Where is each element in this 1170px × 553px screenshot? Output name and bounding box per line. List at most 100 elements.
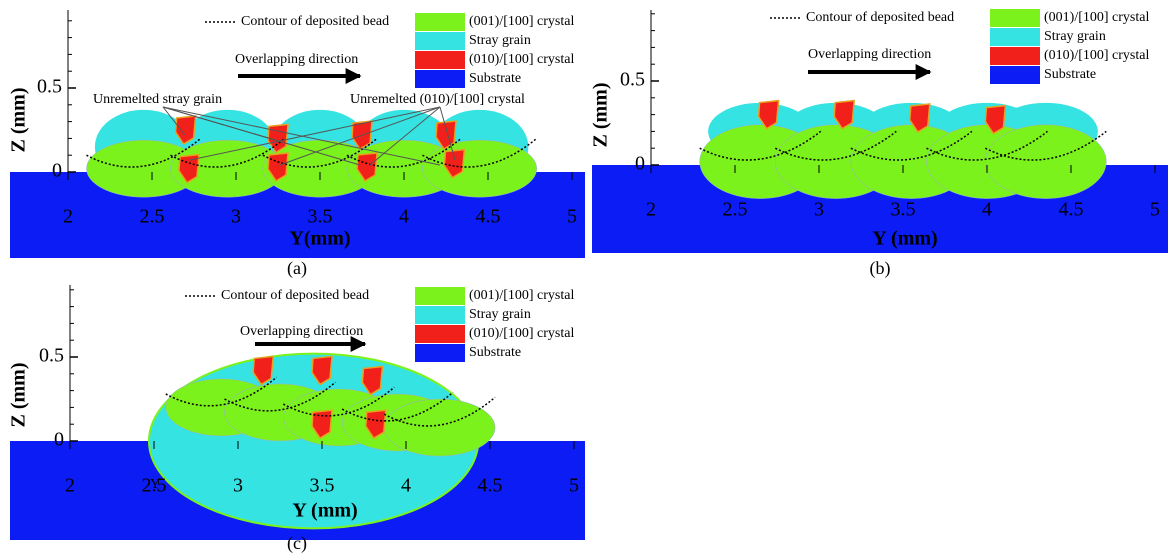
legend-contour-label: Contour of deposited bead	[241, 14, 389, 29]
contour-line	[850, 130, 973, 161]
contour-line	[699, 130, 822, 161]
legend-swatch	[415, 51, 465, 69]
y-tick-label: 2.5	[142, 475, 167, 497]
caption: (b)	[870, 258, 891, 279]
y-tick-label: 3	[233, 475, 243, 497]
crystal-001	[422, 139, 537, 198]
legend-label: (001)/[100] crystal	[469, 14, 574, 29]
crystal-010	[311, 355, 333, 386]
annotation-leader	[369, 106, 441, 166]
legend-contour-label: Contour of deposited bead	[221, 288, 369, 303]
crystal-010	[909, 103, 931, 133]
y-tick-label: 2	[65, 475, 75, 497]
crystal-010	[174, 115, 197, 146]
crystal-010	[252, 355, 275, 386]
bead	[147, 352, 496, 530]
contour-line	[262, 137, 378, 168]
y-tick-label: 4	[399, 206, 409, 228]
legend-label: Substrate	[469, 71, 521, 86]
x-axis-title: Y (mm)	[292, 500, 357, 522]
crystal-001	[383, 398, 496, 457]
y-tick-label: 4.5	[1059, 199, 1084, 221]
contour-line	[170, 137, 286, 168]
legend-label: Substrate	[1044, 67, 1096, 82]
y-tick-label: 4.5	[476, 206, 501, 228]
contour-line	[774, 130, 897, 161]
y-tick-label: 3	[231, 206, 241, 228]
x-axis-title: Y (mm)	[872, 228, 937, 250]
contour-line	[224, 381, 336, 412]
annotation-leader	[189, 106, 441, 161]
contour-line	[422, 137, 538, 168]
legend-label: (001)/[100] crystal	[469, 288, 574, 303]
contour-line	[926, 130, 1048, 161]
legend-swatch	[415, 344, 465, 362]
bead	[699, 99, 1107, 199]
z-tick-label: 0.5	[37, 76, 62, 98]
contour-line	[165, 376, 278, 407]
z-tick-label: 0	[635, 153, 645, 175]
y-tick-label: 2.5	[723, 199, 748, 221]
y-tick-label: 4	[401, 475, 411, 497]
caption: (c)	[287, 533, 307, 553]
y-tick-label: 2	[646, 199, 656, 221]
crystal-010	[311, 409, 333, 440]
legend-swatch	[990, 28, 1040, 46]
x-axis-title: Y(mm)	[289, 228, 350, 250]
legend-label: Stray grain	[1044, 29, 1106, 44]
legend-swatch	[415, 325, 465, 343]
panel: 0 0.5 2 2.5 3 3.5 4 4.5 5 Y (mm) Z (mm) (c) Contour …	[8, 285, 585, 553]
legend-swatch	[415, 306, 465, 324]
z-axis-title: Z (mm)	[590, 83, 612, 148]
legend-contour-label: Contour of deposited bead	[806, 10, 954, 25]
y-tick-label: 5	[567, 206, 577, 228]
crystal-010	[833, 99, 856, 130]
annotation-leader	[279, 106, 441, 166]
y-tick-label: 4.5	[478, 475, 503, 497]
y-tick-label: 3	[814, 199, 824, 221]
legend-swatch	[415, 32, 465, 50]
contour-line	[984, 130, 1107, 161]
contour-line	[86, 137, 202, 168]
annotation: Y	[150, 477, 160, 492]
y-tick-label: 2	[63, 206, 73, 228]
contour-line	[283, 386, 395, 417]
legend-label: Stray grain	[469, 307, 531, 322]
y-tick-label: 2.5	[140, 206, 165, 228]
y-tick-label: 4	[982, 199, 992, 221]
contour-line	[383, 396, 496, 427]
crystal-010	[364, 409, 387, 440]
arrow-label: Overlapping direction	[235, 52, 358, 67]
y-tick-label: 3.5	[310, 475, 335, 497]
caption: (a)	[287, 258, 307, 279]
z-tick-label: 0	[52, 160, 62, 182]
z-axis-title: Z (mm)	[8, 363, 30, 428]
y-tick-label: 5	[1150, 199, 1160, 221]
panel: 0 0.5 2 2.5 3 3.5 4 4.5 5 Y (mm) Z (mm) (b) Contour …	[590, 9, 1168, 279]
crystal-010	[356, 152, 378, 182]
legend-label: Substrate	[469, 345, 521, 360]
legend-swatch	[415, 13, 465, 31]
crystal-010	[361, 365, 384, 396]
arrow-label: Overlapping direction	[240, 324, 363, 339]
panel: 0 0.5 2 2.5 3 3.5 4 4.5 5 Y(mm) Z (mm) (a) Contour o…	[8, 10, 585, 279]
crystal-010	[178, 153, 200, 184]
bead	[86, 109, 538, 198]
crystal-001	[985, 124, 1107, 199]
z-tick-label: 0.5	[620, 69, 645, 91]
z-axis-title: Z (mm)	[8, 88, 30, 153]
annotation-leader	[162, 106, 361, 166]
annotation-leader	[162, 106, 186, 136]
legend-swatch	[990, 47, 1040, 65]
crystal-010	[267, 152, 289, 182]
legend-swatch	[990, 9, 1040, 27]
y-tick-label: 3.5	[891, 199, 916, 221]
y-tick-label: 5	[569, 475, 579, 497]
legend-label: (001)/[100] crystal	[1044, 10, 1149, 25]
y-tick-label: 3.5	[308, 206, 333, 228]
crystal-010	[443, 148, 466, 179]
legend-label: (010)/[100] crystal	[469, 326, 574, 341]
crystal-010	[984, 104, 1007, 135]
annotation: Unremelted (010)/[100] crystal	[350, 92, 525, 107]
